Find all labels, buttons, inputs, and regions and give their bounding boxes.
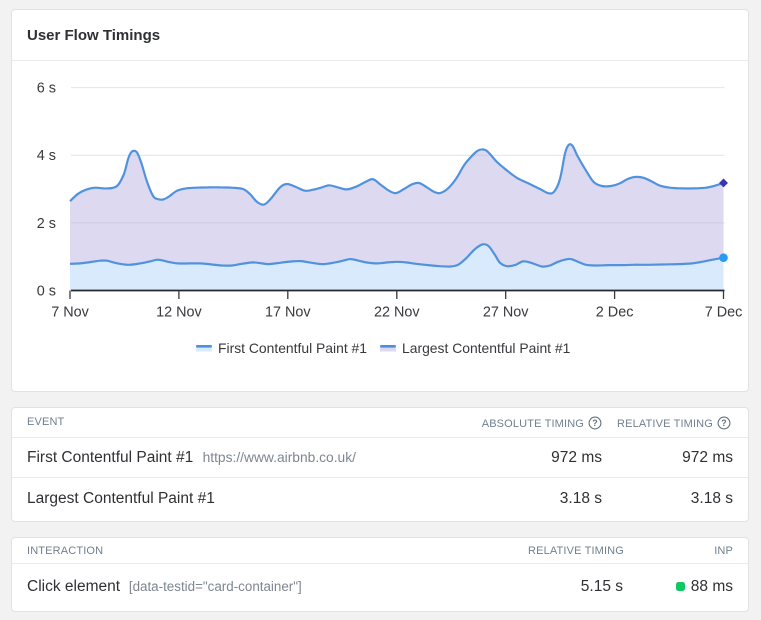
svg-text:27 Nov: 27 Nov — [483, 305, 529, 321]
svg-text:12 Nov: 12 Nov — [156, 305, 202, 321]
svg-text:7 Nov: 7 Nov — [51, 305, 89, 321]
svg-text:?: ? — [592, 418, 598, 428]
svg-text:17 Nov: 17 Nov — [265, 305, 311, 321]
svg-text:4 s: 4 s — [37, 148, 56, 164]
svg-text:7 Dec: 7 Dec — [705, 305, 743, 321]
svg-text:Largest Contentful Paint #1: Largest Contentful Paint #1 — [402, 340, 571, 356]
svg-text:2 Dec: 2 Dec — [596, 305, 634, 321]
svg-text:?: ? — [721, 418, 727, 428]
svg-text:2 s: 2 s — [37, 216, 56, 232]
svg-text:0 s: 0 s — [37, 284, 56, 300]
svg-text:6 s: 6 s — [37, 81, 56, 97]
svg-text:First Contentful Paint #1: First Contentful Paint #1 — [218, 340, 367, 356]
svg-text:22 Nov: 22 Nov — [374, 305, 420, 321]
